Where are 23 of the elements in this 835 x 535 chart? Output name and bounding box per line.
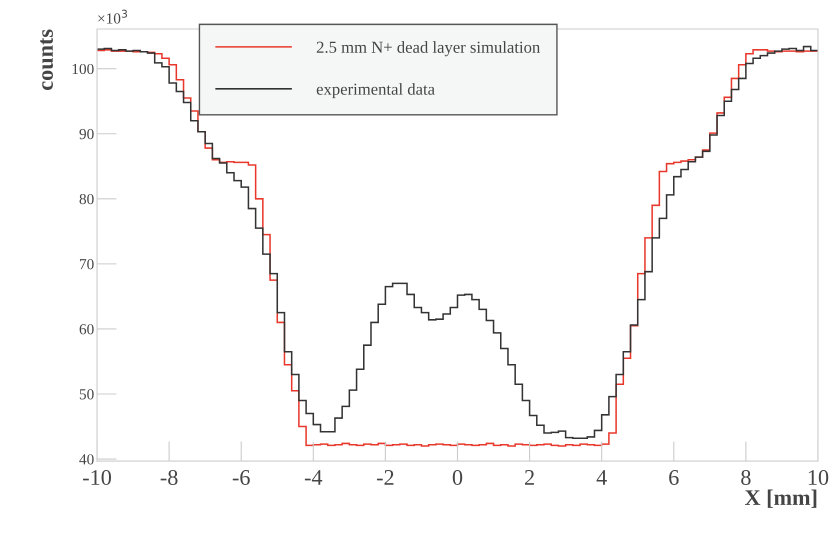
text: ×10$^{3}$	[98, 10, 128, 24]
y-tick-label: 60	[80, 324, 94, 334]
x-tick-label: 8	[741, 470, 751, 485]
y-tick-label: 80	[80, 194, 94, 204]
y-tick-label: 70	[80, 259, 94, 270]
x-tick-label: -2	[376, 470, 394, 485]
x-tick-label: -10	[83, 470, 111, 485]
x-tick-label: 0	[452, 470, 462, 485]
y-tick-label: 100	[72, 64, 94, 74]
y-tick-label: 90	[79, 128, 94, 140]
x-tick-label: 10	[808, 470, 828, 485]
x-axis-title: X [mm]	[744, 489, 816, 508]
x-tick-label: 6	[669, 470, 679, 485]
x-tick-label: 4	[596, 470, 607, 485]
y-tick-label: 50	[80, 389, 94, 400]
legend-label: 2.5 mm N+ dead layer simulation	[316, 41, 540, 56]
x-tick-label: -6	[232, 470, 250, 485]
y-tick-label: 40	[79, 454, 94, 465]
x-tick-label: -8	[160, 470, 178, 485]
x-tick-label: 2	[525, 470, 534, 485]
x-tick-label: -4	[304, 470, 322, 485]
legend-label: experimental data	[316, 83, 435, 98]
y-axis-title: counts	[40, 30, 53, 90]
